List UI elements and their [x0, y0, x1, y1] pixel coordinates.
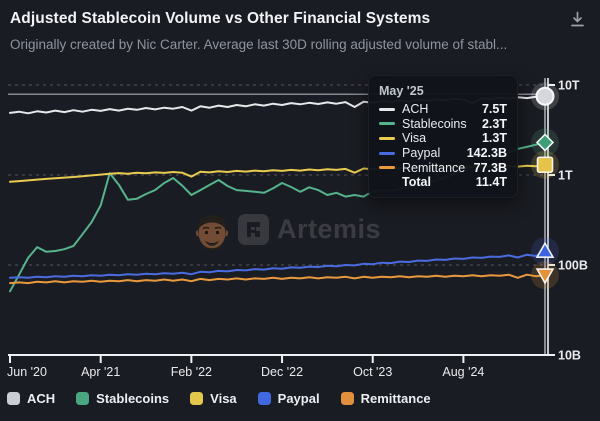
legend-label: Remittance — [360, 391, 431, 406]
x-axis-label: Apr '21 — [81, 365, 120, 379]
artemis-logo-icon — [238, 213, 269, 245]
legend-swatch — [190, 392, 204, 405]
marker-remittance — [535, 268, 555, 285]
chart-legend: ACH Stablecoins Visa Paypal Remittance — [7, 391, 431, 406]
marker-paypal — [535, 241, 555, 259]
download-button[interactable] — [564, 6, 590, 32]
series-dash — [379, 136, 395, 140]
artemis-watermark: Artemis — [190, 206, 381, 252]
legend-swatch — [7, 392, 20, 405]
legend-item-ach[interactable]: ACH — [7, 391, 55, 406]
tooltip-row: Remittance 77.3B — [379, 160, 507, 175]
series-dash — [379, 107, 395, 111]
series-line-paypal — [9, 250, 546, 279]
tooltip-row: Visa 1.3T — [379, 131, 507, 146]
tooltip-total-row: Total 11.4T — [379, 175, 507, 190]
series-value: 142.3B — [466, 146, 507, 161]
series-value: 1.3T — [481, 131, 507, 146]
legend-item-visa[interactable]: Visa — [190, 391, 237, 406]
marker-ach — [535, 86, 555, 106]
legend-swatch — [76, 392, 90, 405]
series-label: Stablecoins — [402, 116, 467, 131]
download-icon — [570, 11, 584, 26]
watermark-text: Artemis — [277, 213, 382, 244]
legend-item-stablecoins[interactable]: Stablecoins — [76, 391, 169, 406]
legend-item-remittance[interactable]: Remittance — [340, 391, 431, 406]
y-axis-label: 10T — [558, 79, 580, 93]
y-axis-label: 10B — [558, 349, 581, 363]
series-label: Paypal — [402, 146, 441, 161]
artemis-avatar — [195, 215, 229, 251]
y-axis-label: 100B — [558, 259, 588, 273]
x-axis-label: Dec '22 — [261, 365, 303, 379]
series-value: 77.3B — [473, 160, 507, 175]
x-axis-label: Oct '23 — [353, 365, 392, 379]
tooltip-total-label: Total — [402, 175, 431, 190]
tooltip-rows: ACH 7.5T Stablecoins 2.3T Visa 1.3T Payp… — [379, 102, 507, 175]
page-subtitle: Originally created by Nic Carter. Averag… — [10, 37, 508, 52]
legend-label: Stablecoins — [96, 391, 170, 406]
legend-swatch — [340, 392, 354, 405]
series-value: 7.5T — [481, 102, 507, 117]
legend-swatch — [257, 392, 271, 405]
series-label: Visa — [402, 131, 427, 146]
series-line-remittance — [9, 273, 546, 285]
series-label: ACH — [402, 102, 429, 117]
series-label: Remittance — [402, 160, 466, 175]
x-axis-label: Feb '22 — [171, 365, 212, 379]
series-value: 2.3T — [481, 116, 507, 131]
series-dash — [379, 166, 395, 170]
legend-label: Paypal — [277, 391, 320, 406]
series-dash — [379, 151, 395, 155]
tooltip-total-value: 11.4T — [475, 175, 507, 190]
y-axis-label: 1T — [558, 169, 573, 183]
marker-stablecoins — [535, 133, 555, 152]
legend-item-paypal[interactable]: Paypal — [257, 391, 320, 406]
x-axis-label: Jun '20 — [7, 365, 47, 379]
tooltip-date: May '25 — [379, 84, 424, 98]
marker-visa — [536, 156, 554, 174]
legend-label: Visa — [210, 391, 237, 406]
series-dash — [379, 122, 395, 126]
page-title: Adjusted Stablecoin Volume vs Other Fina… — [10, 10, 431, 27]
x-axis-label: Aug '24 — [442, 365, 484, 379]
tooltip-row: ACH 7.5T — [379, 102, 507, 117]
legend-label: ACH — [27, 391, 56, 406]
tooltip-row: Stablecoins 2.3T — [379, 117, 507, 132]
chart-tooltip: May '25 ACH 7.5T Stablecoins 2.3T Visa 1… — [368, 75, 518, 198]
tooltip-row: Paypal 142.3B — [379, 146, 507, 161]
